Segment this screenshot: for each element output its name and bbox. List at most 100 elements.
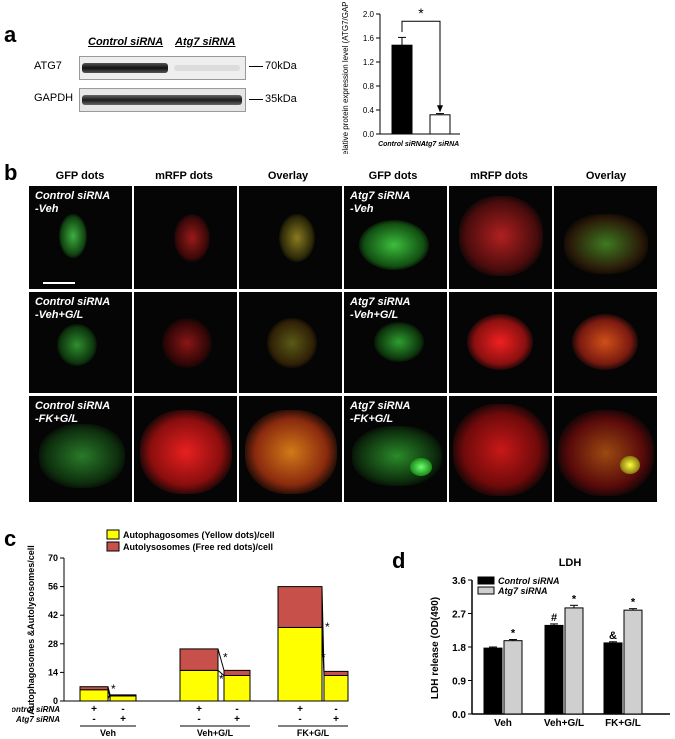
micrograph-atg7-veh-mrfp [449, 186, 552, 289]
legend-swatch-autophagosomes [106, 529, 120, 540]
y-axis-label: Relative protein expression level (ATG7/… [341, 2, 350, 154]
panel-d-letter: d [392, 548, 406, 573]
wb-strip-gapdh [79, 88, 246, 112]
legend-swatch-autolysosomes [106, 541, 120, 552]
significance-mark: * [631, 597, 636, 609]
y-tick-label: 1.8 [452, 643, 466, 654]
bar-autolysosomes [223, 669, 251, 676]
legend-label-0: Control siRNA [498, 576, 560, 586]
group-label: FK+G/L [297, 728, 330, 736]
row-label-atg7-fkgl: Atg7 siRNA -FK+G/L [350, 400, 411, 425]
control-sign: - [235, 704, 238, 715]
bar-0 [391, 44, 413, 135]
micrograph-atg7-fkgl-overlay [554, 396, 657, 502]
legend-label-autolysosomes: Autolysosomes (Free red dots)/cell [123, 542, 273, 552]
row-label-control-vehgl: Control siRNA -Veh+G/L [35, 296, 111, 321]
col-header-overlay-control: Overlay [267, 170, 309, 182]
micrograph-control-veh-mrfp [134, 186, 237, 289]
y-tick-label: 3.6 [452, 576, 466, 587]
chart-d: LDH 0.0 0.9 1.8 2.7 3.6 LDH release (OD(490) Co… [430, 557, 670, 729]
col-header-gfp-atg7: GFP dots [368, 170, 418, 182]
micrograph-atg7-fkgl-gfp: Atg7 siRNA -FK+G/L [344, 396, 447, 502]
connector-line [321, 627, 325, 676]
bar-autophagosomes [323, 674, 349, 702]
control-sign: + [297, 704, 303, 715]
col-header-mrfp-control: mRFP dots [155, 170, 213, 182]
col-header-mrfp-atg7: mRFP dots [470, 170, 528, 182]
significance-mark: # [551, 612, 557, 624]
arrow-head [437, 105, 443, 113]
bar-0-1 [544, 624, 564, 715]
bar-autolysosomes [323, 670, 349, 676]
significance-star: * [219, 672, 224, 686]
micrograph-control-fkgl-gfp: Control siRNA -FK+G/L [29, 396, 132, 502]
group-label: Veh [100, 728, 116, 736]
bar-autophagosomes [223, 674, 251, 702]
wb-band-gapdh [82, 95, 242, 105]
panel-a-letter: a [4, 22, 17, 47]
bar-autophagosomes [79, 689, 109, 702]
bar-1-1 [564, 607, 584, 715]
panel-c-letter: c [4, 526, 17, 551]
y-tick-label: 42 [48, 610, 58, 620]
wb-band-control [82, 63, 168, 73]
micrograph-control-fkgl-mrfp [134, 396, 237, 502]
scale-bar [43, 282, 75, 284]
y-tick-label: 14 [48, 667, 58, 677]
atg7-sign: + [333, 714, 339, 725]
significance-mark: & [609, 630, 617, 642]
row-label-control-veh: Control siRNA -Veh [35, 190, 111, 215]
bar-autolysosomes [179, 648, 219, 671]
significance-bracket [401, 20, 441, 109]
micrograph-grid: Control siRNA -Veh Atg7 siRNA -Veh Contr… [29, 186, 657, 502]
micrograph-control-veh-gfp: Control siRNA -Veh [29, 186, 132, 289]
micrograph-atg7-fkgl-mrfp [449, 396, 552, 502]
bar-0-0 [483, 647, 503, 715]
control-sign: - [121, 704, 124, 715]
micrograph-atg7-veh-overlay [554, 186, 657, 289]
significance-star: * [107, 692, 112, 706]
col-header-gfp-control: GFP dots [55, 170, 105, 182]
row-label-atg7-veh: Atg7 siRNA -Veh [350, 190, 411, 215]
y-tick-label: 2.7 [452, 610, 466, 621]
y-tick-label: 56 [48, 582, 58, 592]
connector-line [107, 689, 111, 697]
y-tick-label: 0.8 [363, 82, 375, 91]
marker-tick [249, 99, 263, 100]
x-tick-label: FK+G/L [605, 718, 641, 729]
row-label-control: Control siRNA [12, 705, 60, 714]
legend-swatch-0 [477, 576, 495, 585]
legend-swatch-1 [477, 586, 495, 595]
row-label-atg7: Atg7 siRNA [15, 715, 60, 724]
control-sign: + [91, 704, 97, 715]
atg7-sign: - [298, 714, 301, 725]
bar-0-2 [603, 642, 623, 715]
micrograph-control-vehgl-gfp: Control siRNA -Veh+G/L [29, 292, 132, 393]
x-tick-label: Veh [494, 718, 512, 729]
micrograph-control-fkgl-overlay [239, 396, 342, 502]
significance-mark: * [511, 628, 516, 640]
legend-label-1: Atg7 siRNA [497, 586, 548, 596]
y-axis-label: Autophagosomes &Autolysosomes/cell [26, 545, 36, 715]
x-tick-label: Atg7 siRNA [420, 141, 460, 148]
y-tick-label: 1.2 [363, 58, 375, 67]
col-header-overlay-atg7: Overlay [585, 170, 627, 182]
control-sign: - [334, 704, 337, 715]
significance-mark: * [572, 593, 577, 605]
y-tick-label: 0.9 [452, 677, 466, 688]
atg7-sign: - [92, 714, 95, 725]
y-tick-label: 0.0 [363, 130, 375, 139]
group-label: Veh+G/L [197, 728, 234, 736]
significance-star: * [111, 682, 116, 696]
y-tick-label: 0 [53, 696, 58, 706]
wb-lane-header-atg7: Atg7 siRNA [175, 36, 236, 48]
x-tick-label: Veh+G/L [544, 718, 584, 729]
control-sign: + [196, 704, 202, 715]
bar-autophagosomes [109, 695, 137, 702]
wb-marker-35: 35kDa [265, 93, 297, 105]
bar-autophagosomes [179, 669, 219, 702]
wb-marker-70: 70kDa [265, 60, 297, 72]
wb-strip-atg7 [79, 56, 246, 80]
connector-line [217, 669, 225, 676]
